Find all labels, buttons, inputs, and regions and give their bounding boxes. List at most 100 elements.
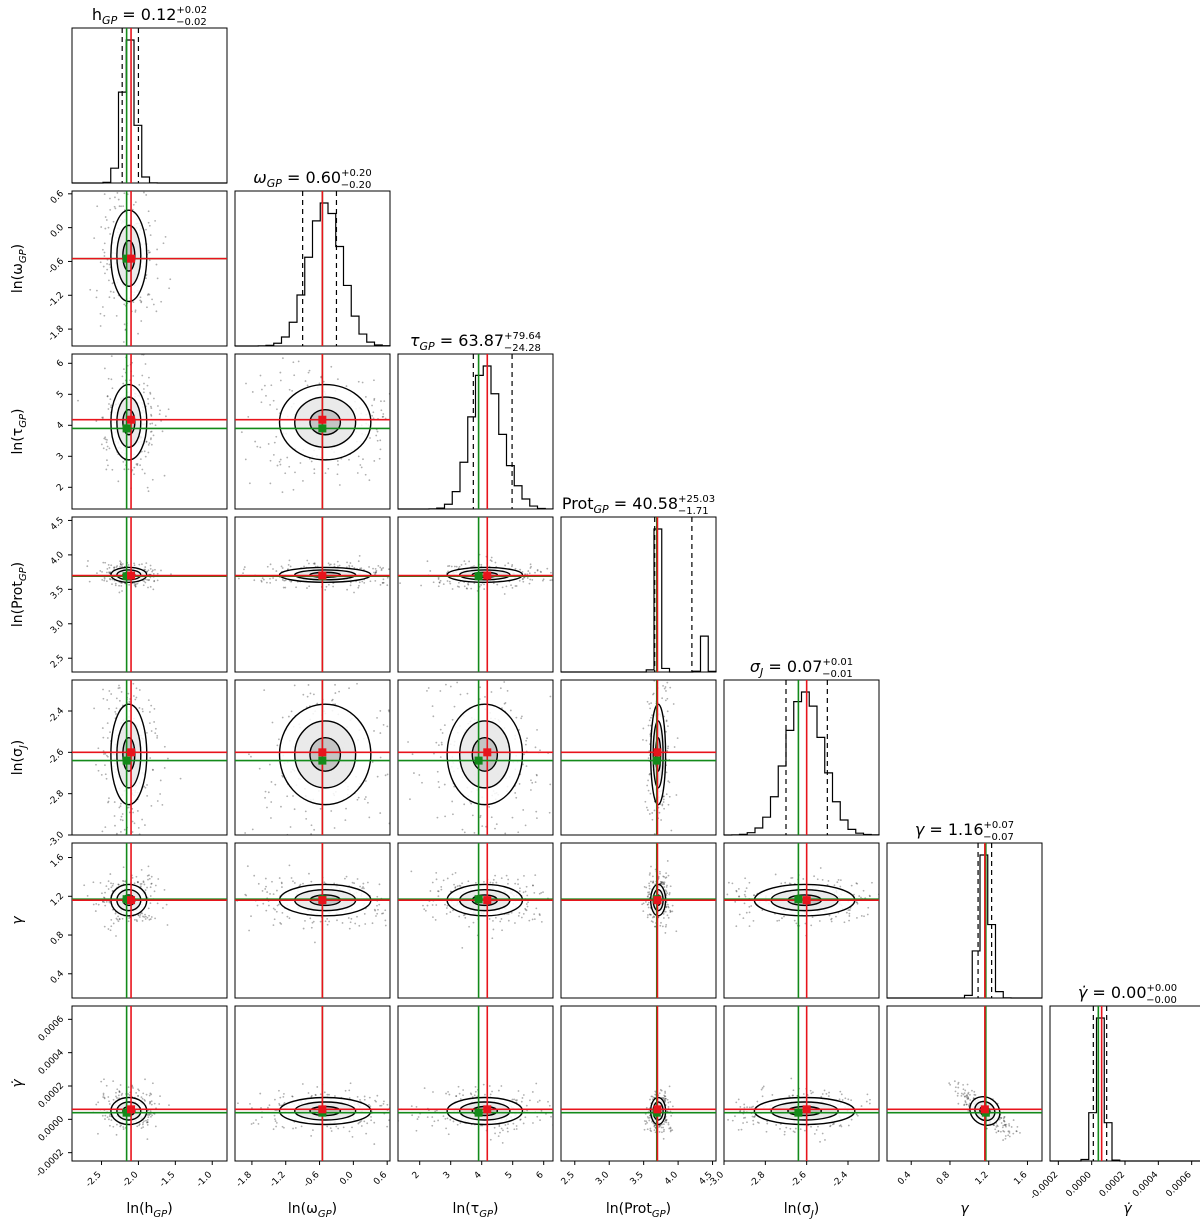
y-tick-label: 3.5 — [49, 584, 66, 601]
truth-marker-green — [474, 895, 483, 904]
panel-frame — [723, 679, 880, 836]
x-tick-label: 6 — [535, 1170, 546, 1181]
truth-marker-red — [318, 571, 327, 580]
y-tick-label: 5 — [55, 389, 66, 400]
y-tick-label: 0.0 — [49, 223, 66, 240]
truth-marker-red — [127, 748, 136, 757]
y-tick-label: -1.8 — [47, 324, 67, 344]
truth-marker-red — [318, 1105, 327, 1114]
x-tick-label: 0.4 — [896, 1170, 913, 1187]
panel-frame — [1049, 1005, 1200, 1162]
truth-marker-green — [318, 756, 327, 765]
y-tick-label: 0.6 — [49, 189, 66, 206]
y-axis-label-5: ln(σJ) — [10, 740, 29, 776]
truth-marker-green — [122, 572, 131, 581]
y-tick-label: 4.0 — [49, 550, 66, 567]
y-tick-label: 1.6 — [49, 852, 66, 869]
histogram-panel-3 — [397, 353, 554, 510]
panel-frame — [234, 516, 391, 673]
panel-frame — [886, 1005, 1043, 1162]
panel-frame — [397, 842, 554, 999]
truth-marker-red — [483, 571, 492, 580]
panel-frame — [723, 1005, 880, 1162]
histogram-steps — [235, 202, 391, 347]
y-tick-label: 4.5 — [49, 515, 66, 532]
y-axis-label-6: γ — [10, 916, 26, 925]
histogram-steps — [723, 691, 880, 836]
panel-frame — [560, 842, 717, 999]
scatter-panel-7-5 — [723, 1005, 880, 1162]
panel-frame — [71, 516, 228, 673]
truth-marker-green — [122, 424, 131, 433]
x-tick-label: -1.8 — [235, 1170, 255, 1190]
truth-marker-green — [474, 572, 483, 581]
truth-marker-red — [483, 748, 492, 757]
x-tick-label: 3 — [442, 1170, 453, 1181]
truth-marker-red — [318, 748, 327, 757]
y-tick-label: 2.5 — [49, 653, 66, 670]
x-tick-label: 0.0002 — [1098, 1170, 1127, 1199]
truth-marker-red — [483, 1105, 492, 1114]
truth-marker-red — [127, 571, 136, 580]
x-tick-label: 0.0 — [338, 1170, 355, 1187]
y-tick-label: 1.2 — [49, 891, 66, 908]
panel-frame — [71, 27, 228, 184]
truth-marker-green — [122, 895, 131, 904]
y-tick-label: 0.0002 — [37, 1081, 66, 1110]
truth-marker-green — [794, 895, 803, 904]
histogram-steps — [1050, 1017, 1200, 1162]
scatter-panel-7-6 — [886, 1005, 1043, 1162]
scatter-panel-6-2 — [234, 842, 391, 999]
param-title-7: γ̇ = 0.00+0.00 −0.00 — [1078, 983, 1177, 1006]
x-axis-label-2: ln(ωGP) — [288, 1201, 337, 1220]
x-tick-label: -2.0 — [121, 1170, 141, 1190]
y-tick-label: 4 — [55, 420, 66, 431]
x-tick-label: 0.0004 — [1131, 1170, 1161, 1200]
panel-frame — [71, 842, 228, 999]
panel-frame — [397, 516, 554, 673]
scatter-panel-7-3 — [397, 1005, 554, 1162]
y-tick-label: 0.4 — [49, 969, 66, 986]
truth-marker-red — [802, 896, 811, 905]
truth-marker-red — [980, 1105, 989, 1114]
panel-frame — [71, 679, 228, 836]
y-tick-label: 0.0006 — [37, 1014, 67, 1044]
x-tick-label: 3.5 — [629, 1170, 646, 1187]
truth-marker-green — [122, 1108, 131, 1117]
panel-frame — [71, 353, 228, 510]
scatter-panel-4-2 — [234, 516, 391, 673]
panel-frame — [723, 842, 880, 999]
x-tick-label: -0.6 — [302, 1170, 322, 1190]
scatter-panel-7-1 — [71, 1005, 228, 1162]
panel-frame — [560, 679, 717, 836]
histogram-panel-5 — [723, 679, 880, 836]
truth-marker-green — [122, 254, 131, 263]
panel-frame — [397, 1005, 554, 1162]
scatter-panel-5-4 — [560, 679, 717, 836]
histogram-panel-1 — [71, 27, 228, 184]
scatter-panel-6-5 — [723, 842, 880, 999]
y-tick-label: -0.6 — [47, 256, 67, 276]
x-tick-label: -2.4 — [831, 1170, 851, 1190]
y-tick-label: -2.8 — [47, 789, 67, 809]
param-title-3: τGP = 63.87+79.64 −24.28 — [410, 331, 541, 354]
truth-marker-green — [794, 1108, 803, 1117]
y-axis-label-7: γ̇ — [10, 1079, 26, 1088]
scatter-panel-4-3 — [397, 516, 554, 673]
panel-frame — [886, 842, 1043, 999]
truth-marker-green — [652, 756, 661, 765]
param-title-1: hGP = 0.12+0.02 −0.02 — [92, 5, 207, 28]
histogram-panel-4 — [560, 516, 717, 673]
x-axis-label-3: ln(τGP) — [453, 1201, 499, 1220]
truth-marker-green — [122, 756, 131, 765]
param-title-4: ProtGP = 40.58+25.03 −1.71 — [562, 494, 715, 517]
y-axis-label-4: ln(ProtGP) — [10, 562, 29, 627]
x-axis-label-7: γ̇ — [1123, 1201, 1132, 1217]
x-tick-label: -2.8 — [748, 1170, 768, 1190]
truth-marker-red — [653, 1105, 662, 1114]
param-title-2: ωGP = 0.60+0.20 −0.20 — [253, 168, 371, 191]
scatter-panel-6-1 — [71, 842, 228, 999]
truth-marker-red — [483, 896, 492, 905]
y-tick-label: -2.4 — [47, 706, 67, 726]
y-tick-label: -1.2 — [47, 290, 66, 309]
